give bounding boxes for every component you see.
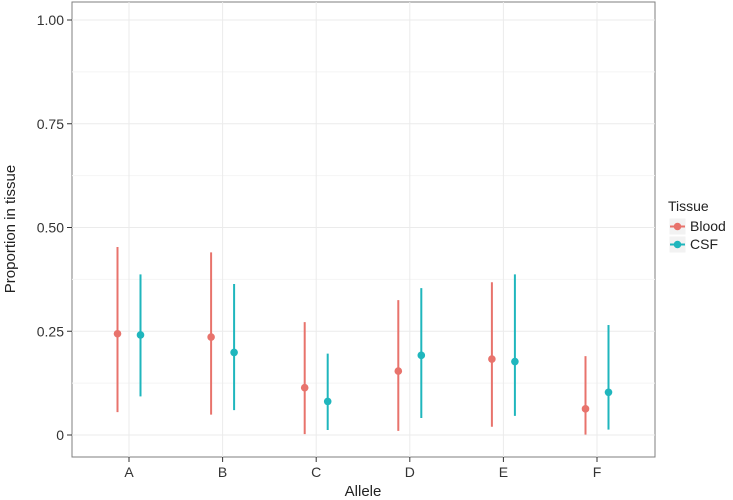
y-axis: 0 0.25 0.50 0.75 1.00 <box>37 12 72 443</box>
x-axis: A B C D E F <box>124 457 601 480</box>
y-tick-label: 0.50 <box>37 220 64 236</box>
point-csf <box>136 331 145 339</box>
plot-panel <box>71 1 656 458</box>
x-tick-label: E <box>499 464 508 480</box>
legend-label-csf: CSF <box>690 236 718 252</box>
point-blood <box>581 405 590 413</box>
point-csf <box>604 388 613 397</box>
y-tick-label: 0.25 <box>37 323 64 339</box>
legend: Tissue Blood CSF <box>668 198 726 254</box>
point-blood <box>207 333 215 341</box>
y-axis-title: Proportion in tissue <box>2 165 19 293</box>
x-tick-label: D <box>405 464 415 480</box>
point-blood <box>300 383 309 392</box>
x-tick-label: A <box>124 464 134 480</box>
point-blood <box>394 367 403 375</box>
point-csf <box>511 357 519 366</box>
point-csf <box>323 397 332 406</box>
y-tick-label: 0 <box>56 427 64 443</box>
grid <box>72 2 655 457</box>
y-tick-label: 0.75 <box>37 116 64 132</box>
x-tick-label: B <box>218 464 227 480</box>
point-blood <box>488 355 496 363</box>
data-marks <box>113 247 613 435</box>
x-axis-title: Allele <box>345 483 382 500</box>
legend-key-point-blood <box>673 222 682 231</box>
x-tick-label: C <box>311 464 321 480</box>
legend-title: Tissue <box>668 198 709 214</box>
point-blood <box>113 329 122 338</box>
x-tick-label: F <box>593 464 602 480</box>
legend-label-blood: Blood <box>690 218 726 234</box>
point-csf <box>230 348 238 357</box>
legend-key-point-csf <box>673 240 682 249</box>
point-csf <box>417 351 426 360</box>
y-tick-label: 1.00 <box>37 12 64 28</box>
